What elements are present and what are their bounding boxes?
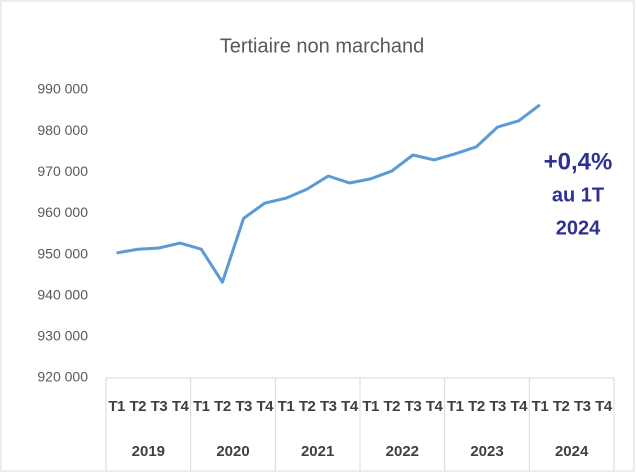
x-tick-label: T4	[172, 398, 190, 415]
y-tick-label: 920 000	[37, 369, 88, 385]
year-label: 2022	[386, 443, 419, 460]
annotation: 2024	[556, 217, 601, 239]
chart-title: Tertiaire non marchand	[220, 35, 425, 57]
x-tick-label: T4	[256, 398, 274, 415]
x-tick-label: T2	[299, 398, 316, 415]
year-label: 2019	[132, 443, 165, 460]
x-tick-label: T2	[214, 398, 231, 415]
x-tick-label: T1	[193, 398, 210, 415]
y-tick-label: 950 000	[37, 245, 88, 261]
x-tick-label: T2	[383, 398, 400, 415]
y-tick-label: 940 000	[37, 286, 88, 302]
y-tick-label: 990 000	[37, 81, 88, 97]
year-label: 2023	[470, 443, 503, 460]
y-tick-label: 960 000	[37, 204, 88, 220]
x-tick-label: T3	[320, 398, 337, 415]
x-tick-label: T3	[405, 398, 422, 415]
x-tick-label: T3	[151, 398, 168, 415]
annotation: au 1T	[552, 184, 604, 206]
x-tick-label: T1	[278, 398, 295, 415]
x-tick-label: T4	[426, 398, 444, 415]
x-tick-label: T3	[235, 398, 252, 415]
series-line	[116, 103, 541, 284]
x-tick-label: T1	[108, 398, 125, 415]
x-tick-label: T4	[595, 398, 613, 415]
x-tick-label: T1	[532, 398, 549, 415]
x-tick-label: T4	[341, 398, 359, 415]
y-tick-label: 930 000	[37, 328, 88, 344]
x-tick-label: T3	[574, 398, 591, 415]
annotation: +0,4%	[544, 148, 613, 175]
x-tick-label: T2	[129, 398, 146, 415]
x-tick-label: T2	[553, 398, 570, 415]
x-tick-label: T4	[510, 398, 528, 415]
year-label: 2020	[216, 443, 249, 460]
year-label: 2024	[555, 443, 589, 460]
x-tick-label: T1	[447, 398, 464, 415]
x-tick-label: T3	[489, 398, 506, 415]
x-tick-label: T2	[468, 398, 485, 415]
y-tick-label: 980 000	[37, 122, 88, 138]
y-tick-label: 970 000	[37, 163, 88, 179]
x-tick-label: T1	[362, 398, 379, 415]
year-label: 2021	[301, 443, 334, 460]
